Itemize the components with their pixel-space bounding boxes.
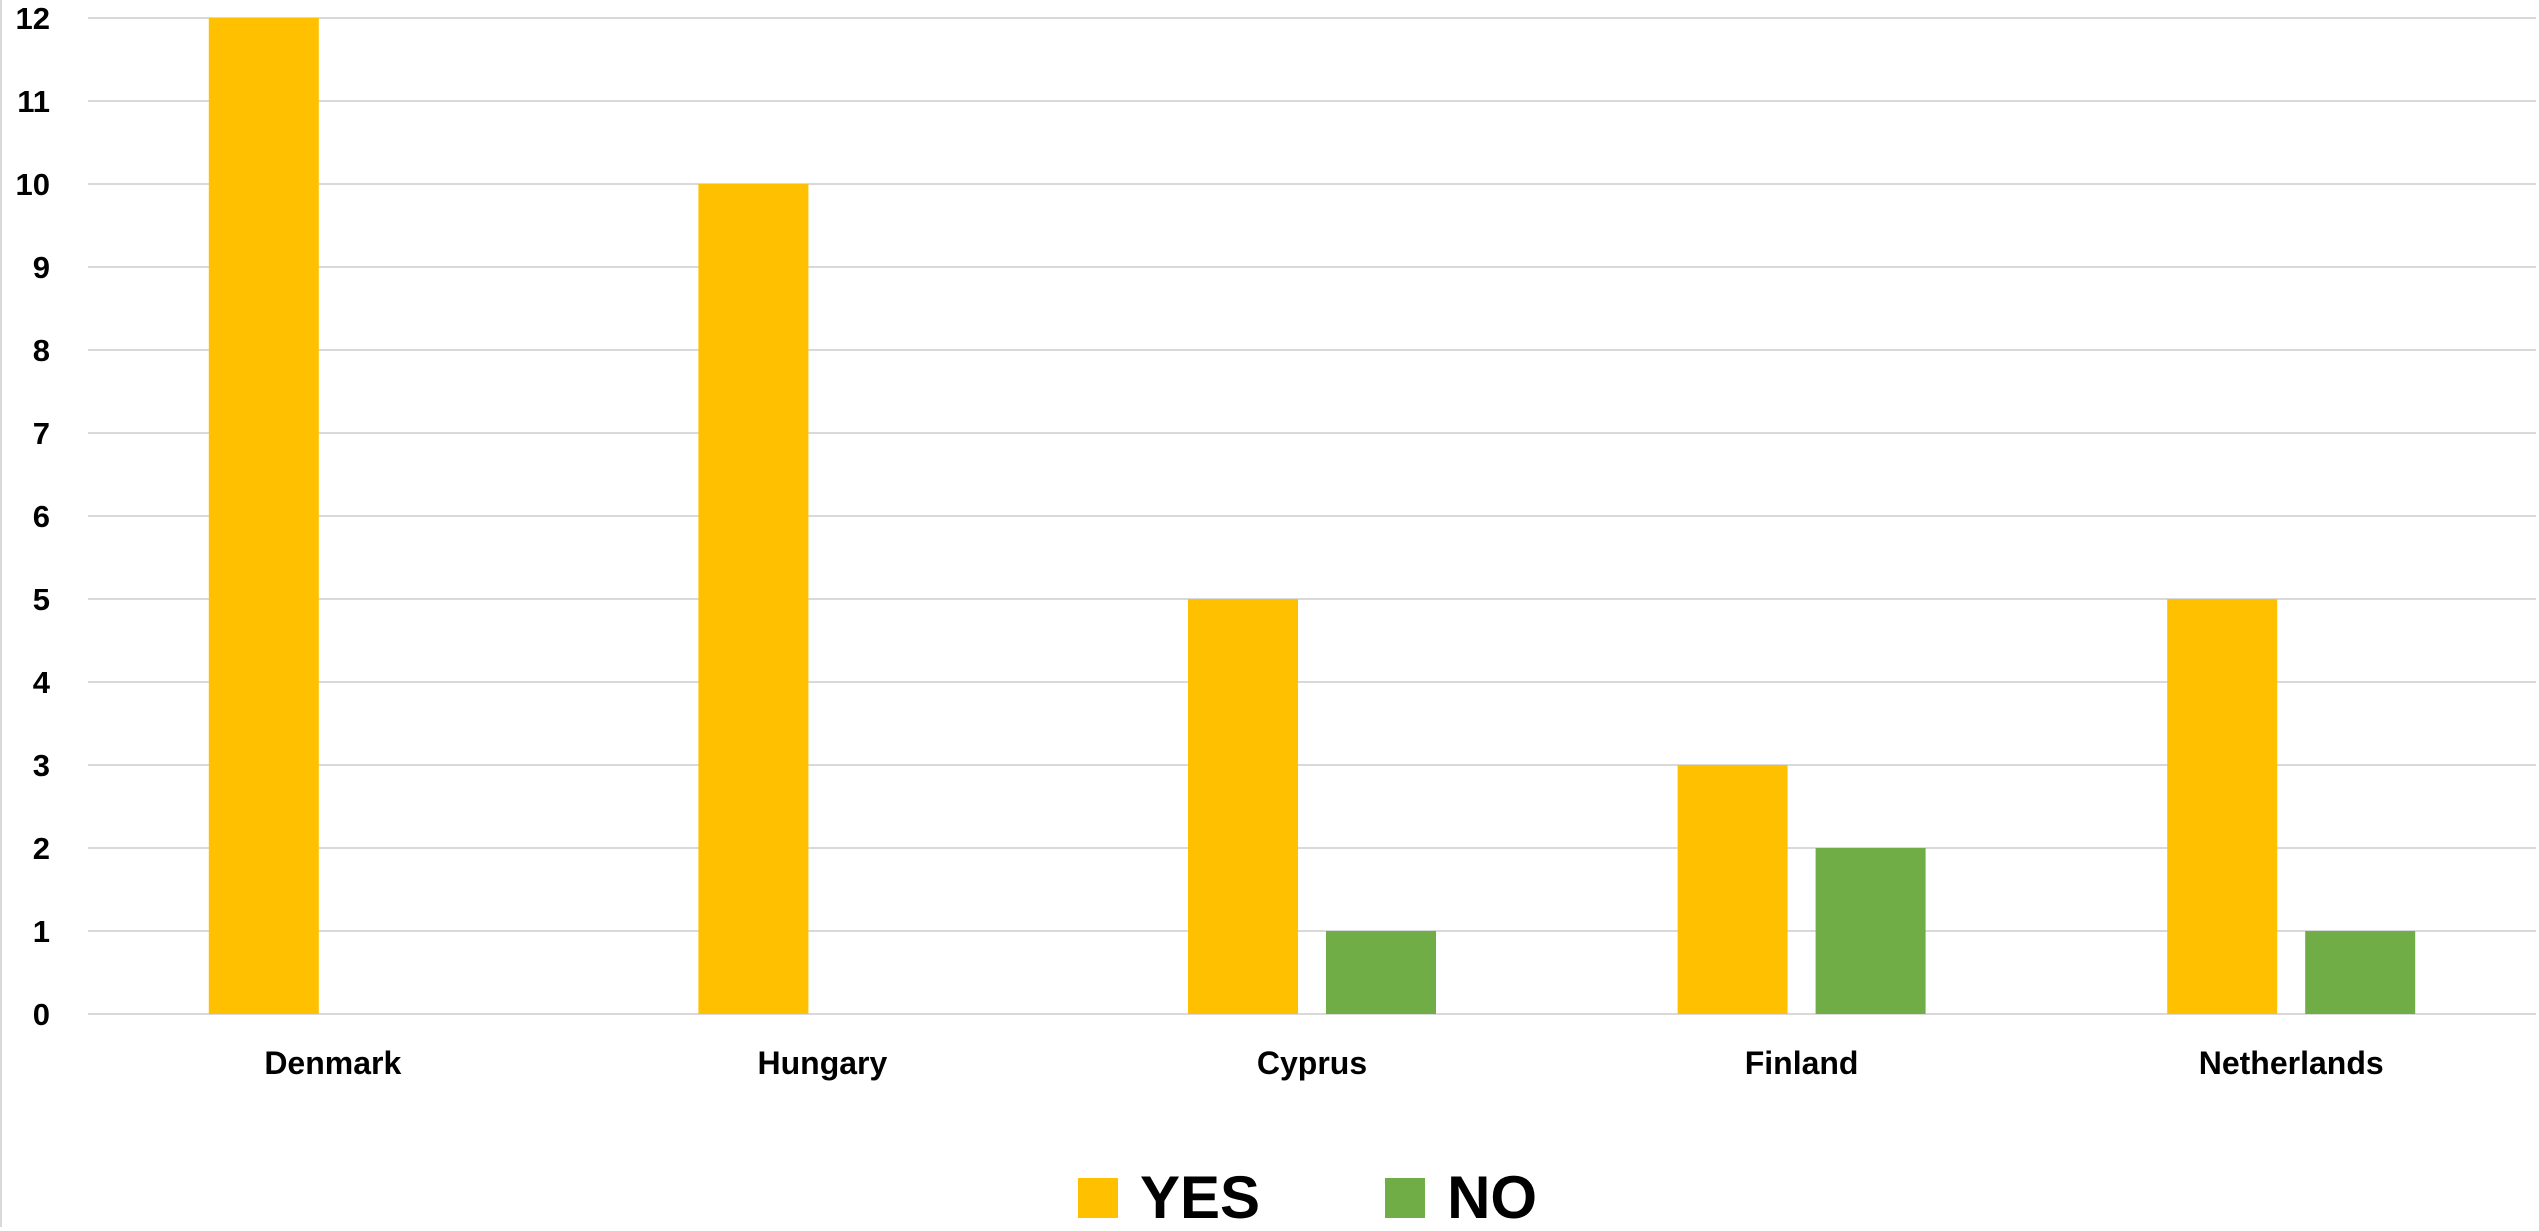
bar-hungary-yes: [698, 184, 809, 1014]
bar-finland-yes: [1677, 765, 1788, 1014]
legend-label-no: NO: [1447, 1164, 1538, 1231]
y-tick-label-0: 0: [33, 997, 50, 1032]
legend-item-no: NO: [1385, 1168, 1537, 1228]
bar-netherlands-no: [2305, 931, 2416, 1014]
legend: YES NO: [1078, 1168, 1537, 1228]
gridlines: [88, 17, 2536, 1015]
y-tick-label-2: 2: [33, 831, 50, 866]
y-tick-label-5: 5: [33, 582, 50, 617]
legend-swatch-no: [1385, 1178, 1426, 1218]
x-category-label-cyprus: Cyprus: [1257, 1045, 1367, 1081]
y-tick-label-11: 11: [17, 84, 50, 119]
bar-netherlands-yes: [2167, 599, 2278, 1014]
y-tick-label-7: 7: [33, 416, 50, 451]
x-category-label-hungary: Hungary: [758, 1045, 888, 1081]
y-tick-label-8: 8: [33, 333, 50, 368]
y-tick-label-10: 10: [16, 167, 50, 202]
bars: [208, 18, 2416, 1014]
legend-item-yes: YES: [1078, 1168, 1260, 1228]
bar-finland-no: [1815, 848, 1926, 1014]
x-category-label-denmark: Denmark: [264, 1045, 401, 1081]
y-tick-label-12: 12: [16, 1, 50, 36]
legend-label-yes: YES: [1140, 1164, 1261, 1231]
x-category-label-netherlands: Netherlands: [2199, 1045, 2384, 1081]
y-tick-label-6: 6: [33, 499, 50, 534]
y-tick-label-9: 9: [33, 250, 50, 285]
x-axis-labels: Denmark Hungary Cyprus Finland Netherlands: [264, 1045, 2383, 1081]
legend-swatch-yes: [1078, 1178, 1118, 1218]
bar-cyprus-yes: [1188, 599, 1298, 1014]
bar-denmark-yes: [208, 18, 319, 1014]
x-category-label-finland: Finland: [1745, 1045, 1859, 1081]
y-tick-label-1: 1: [33, 914, 50, 949]
y-tick-label-4: 4: [33, 665, 51, 700]
bar-cyprus-no: [1326, 931, 1436, 1014]
y-tick-label-3: 3: [33, 748, 50, 783]
